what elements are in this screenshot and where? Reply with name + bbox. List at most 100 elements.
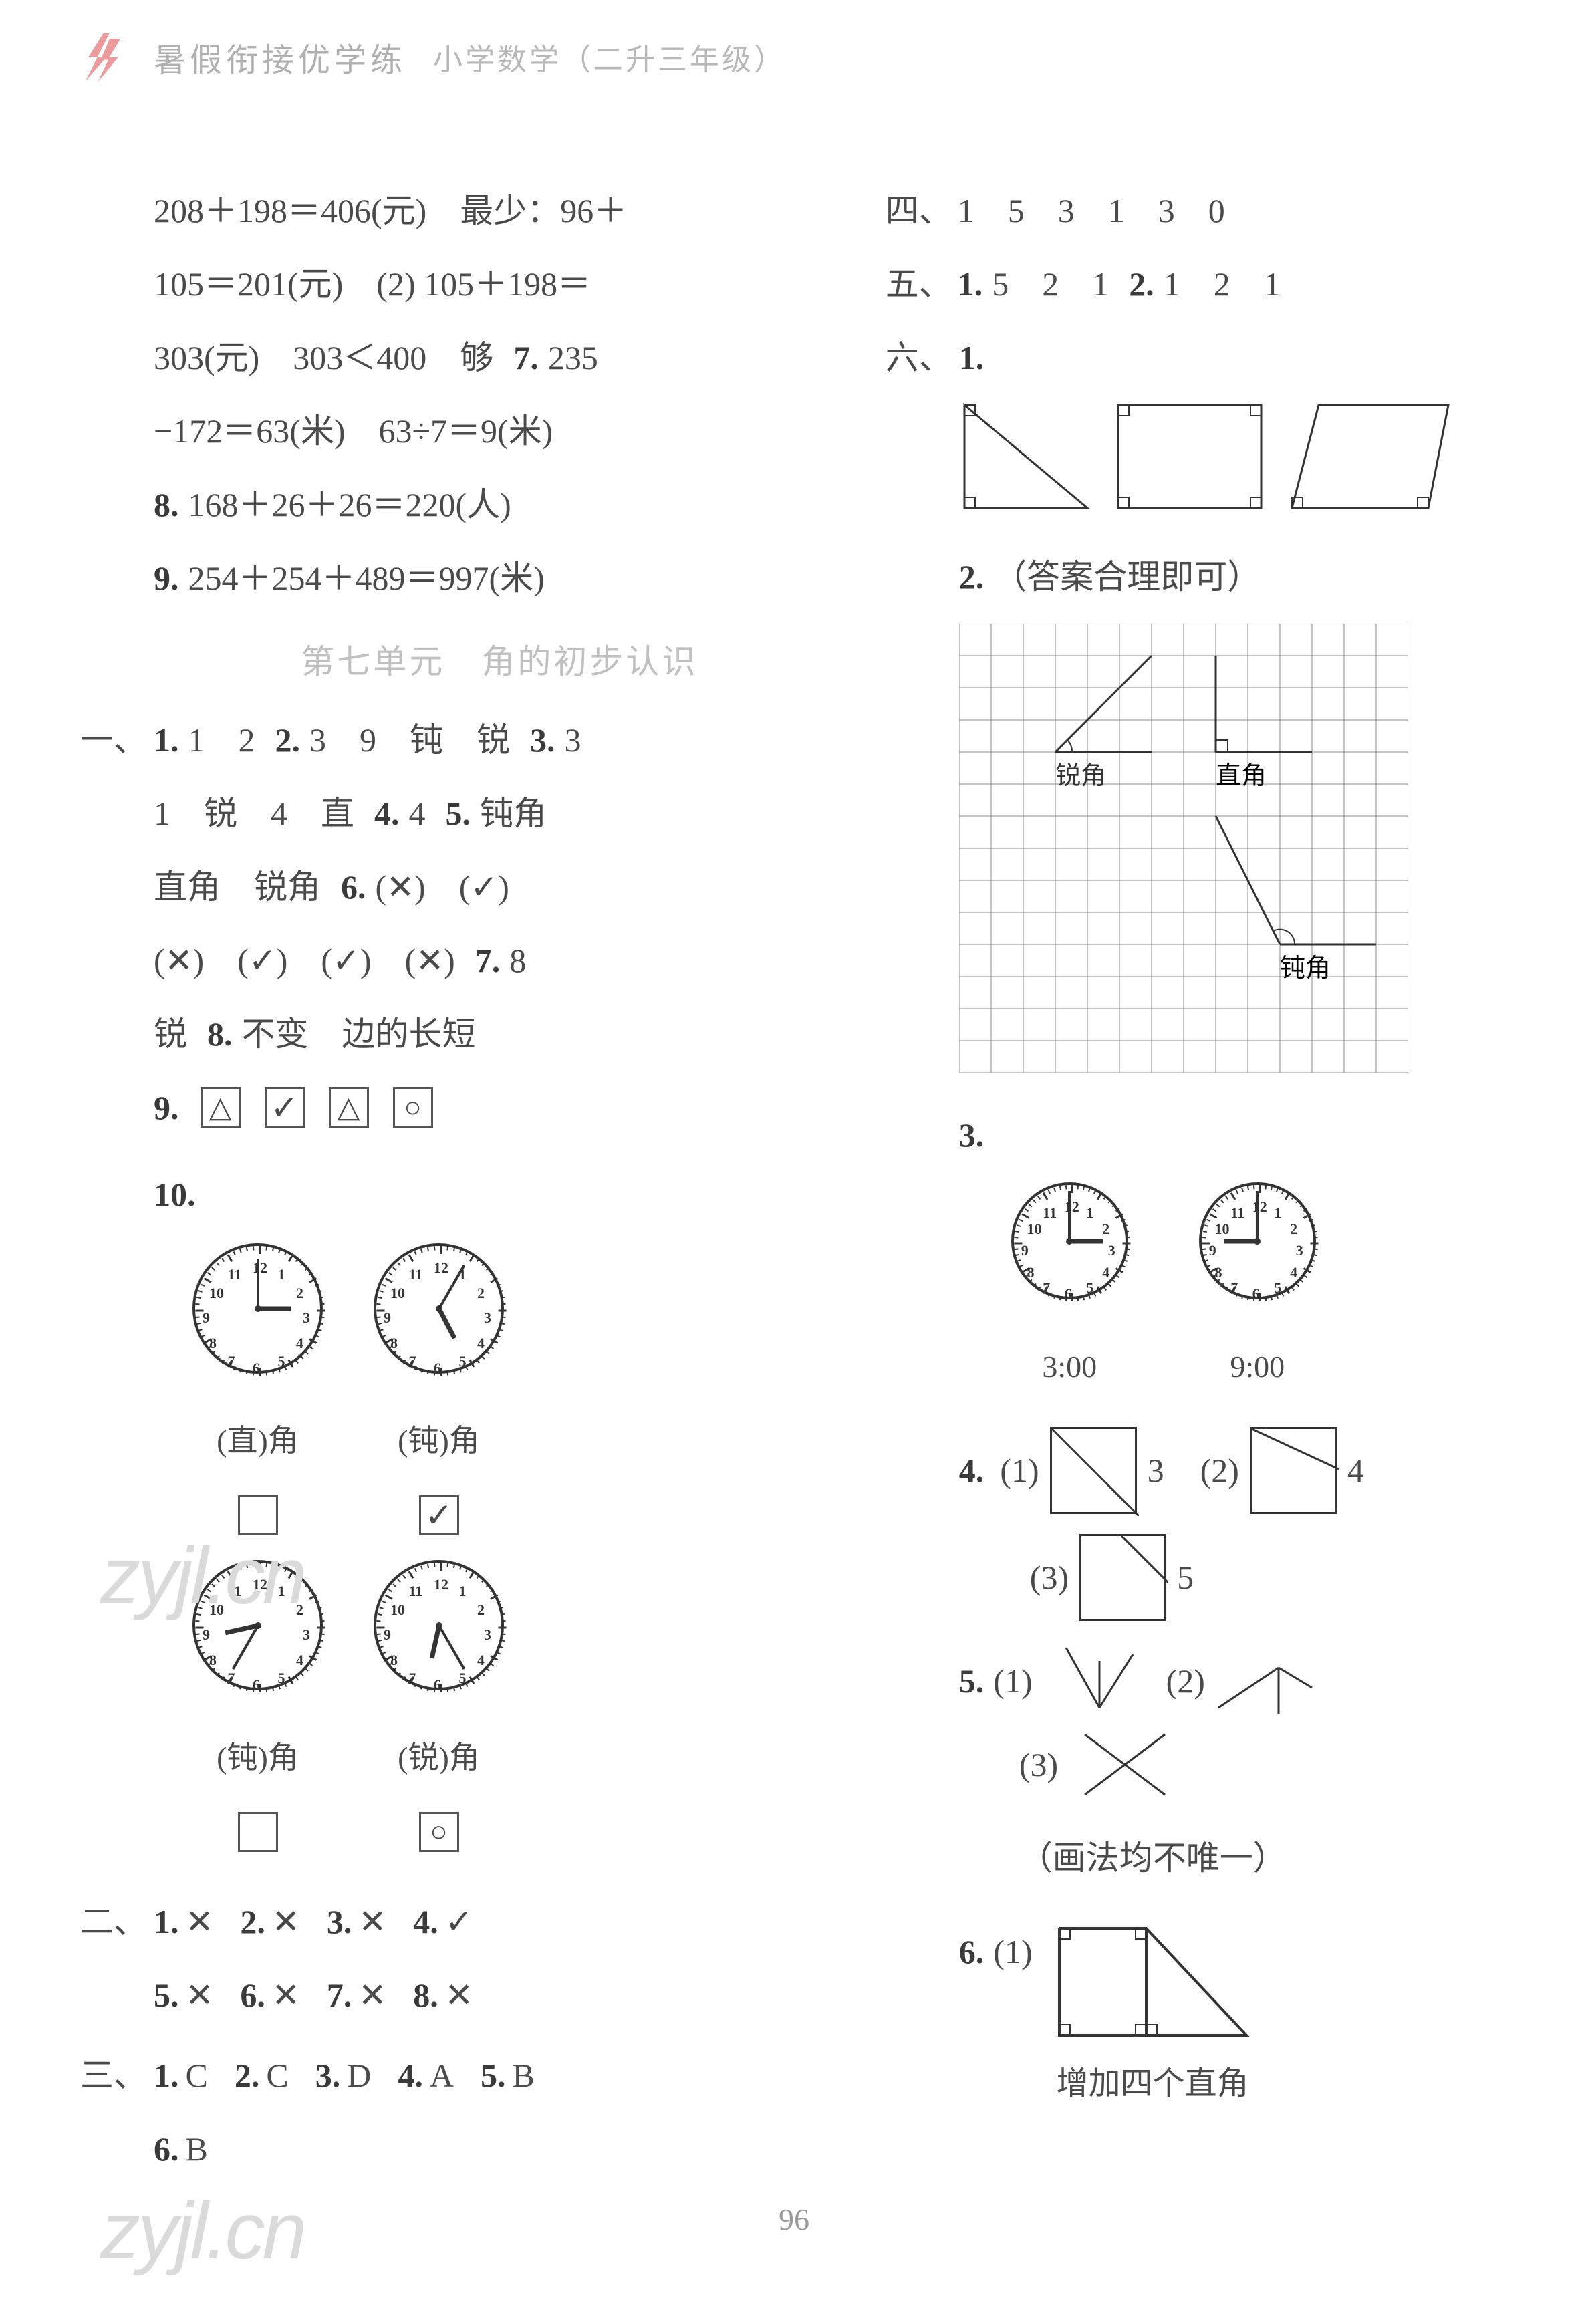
clock-grid: 123456789101112(直)角123456789101112(钝)角✓1…: [154, 1238, 845, 1865]
q6-5b: (3): [1019, 1721, 1508, 1808]
q6-4: 4.(1)3(2)4(3)5: [959, 1427, 1508, 1621]
content-columns: 208＋198＝406(元) 最少：96＋ 105＝201(元) (2) 105…: [80, 174, 1508, 2150]
text-line: 208＋198＝406(元) 最少：96＋: [154, 174, 845, 247]
q-num: 8.: [207, 997, 233, 1071]
section-label: 一、: [80, 703, 154, 777]
q-text: 1 2: [188, 703, 255, 777]
answer-box: [238, 1812, 278, 1852]
note-text: （答案合理即可）: [993, 540, 1261, 614]
q-num: 2.: [275, 703, 301, 777]
text-line: 9. 254＋254＋489＝997(米): [154, 541, 845, 615]
angle-grid: 锐角 直角钝角: [959, 624, 1414, 1078]
q-text: ✕: [272, 1958, 300, 2032]
text-line: −172＝63(米) 63÷7＝9(米): [154, 394, 845, 468]
section-3: 三、 1. C2. C3. D4. A5. B 6. B: [80, 2039, 845, 2186]
q-num: 7.: [475, 924, 501, 997]
grid-svg: 锐角 直角钝角: [959, 624, 1408, 1073]
page-number: 96: [0, 2202, 1588, 2237]
unit-title: 第七单元 角的初步认识: [154, 635, 845, 683]
q-text: (1): [993, 1644, 1032, 1718]
q-num: 6.: [341, 850, 366, 924]
clock-icon: 123456789101112: [1199, 1182, 1316, 1299]
angle-shape: [1053, 1641, 1146, 1721]
q-text: 4: [409, 777, 426, 850]
part-label: (3): [1030, 1541, 1069, 1614]
count-text: 5: [1177, 1541, 1194, 1614]
q6-5: 5. (1) (2): [959, 1641, 1508, 1721]
q-text: C: [266, 2039, 288, 2112]
section-label: 三、: [80, 2039, 154, 2112]
q-text: ✕: [358, 1958, 386, 2032]
text-line: 303(元) 303＜400 够 7. 235: [154, 321, 845, 394]
angle-shape: [1212, 1641, 1319, 1721]
q-text: ✕: [186, 1885, 214, 1958]
q-num: 6.: [959, 1915, 984, 1988]
q6-3: 3.: [959, 1098, 1508, 1172]
q-num: 10.: [154, 1158, 196, 1231]
q-num: 4.: [374, 777, 400, 850]
section-4: 四、 1 5 3 1 3 0: [886, 174, 1508, 247]
answer-box: [238, 1495, 278, 1535]
text-line: 直角 锐角 6. (✕) (✓): [154, 850, 845, 924]
section-1: 一、 1. 1 2 2. 3 9 钝 锐 3. 3 1 锐 4 直 4. 4 5…: [80, 703, 845, 1865]
q5-note: （画法均不唯一）: [1019, 1821, 1508, 1895]
q6-2: 2. （答案合理即可）: [959, 540, 1508, 614]
part-label: (2): [1200, 1434, 1239, 1507]
q6-6: 6. (1) 增加四个直角: [959, 1915, 1508, 2119]
q-num: 4.: [398, 2039, 423, 2112]
rectangle-icon: [1113, 400, 1267, 513]
q-num: 4.: [413, 1885, 438, 1958]
circle-icon: ○: [393, 1087, 433, 1128]
q-text: B: [512, 2039, 534, 2112]
count-text: 4: [1347, 1434, 1364, 1507]
q-num: 1.: [154, 703, 179, 777]
header-subtitle: 小学数学（二升三年级）: [433, 35, 786, 78]
q-num: 2.: [235, 2039, 260, 2112]
text-line: 锐 8. 不变 边的长短: [154, 997, 845, 1071]
section-label: 二、: [80, 1885, 154, 1958]
q-text: D: [347, 2039, 371, 2112]
clock-label: (钝)角: [180, 1724, 335, 1791]
angle-shape: [1071, 1721, 1178, 1808]
q-num: 1.: [154, 1885, 179, 1958]
svg-text:锐角: 锐角: [1055, 762, 1106, 790]
text-line: 6. B: [154, 2112, 845, 2186]
text-line: 5. ✕6. ✕7. ✕8. ✕: [154, 1958, 845, 2032]
clock-time-label: 3:00: [999, 1333, 1140, 1400]
q-text: (2): [1166, 1644, 1205, 1718]
caption: 增加四个直角: [1046, 2049, 1260, 2119]
left-column: 208＋198＝406(元) 最少：96＋ 105＝201(元) (2) 105…: [80, 174, 866, 2150]
q-text: 5 2 1: [992, 247, 1109, 321]
q-text: (✕) (✓) (✓) (✕): [154, 924, 455, 997]
q-num: 2.: [959, 540, 984, 614]
clock-icon: 123456789101112: [192, 1243, 323, 1374]
q-text: 8: [509, 924, 526, 997]
section-label: 五、: [886, 247, 952, 321]
q-num: 9.: [154, 541, 179, 615]
q-num: 1.: [959, 321, 984, 394]
part-label: (1): [1000, 1434, 1039, 1507]
q-text: 3: [565, 703, 581, 777]
q-num: 2.: [1129, 247, 1154, 321]
clock-icon: 123456789101112: [374, 1560, 504, 1690]
count-text: 3: [1148, 1434, 1164, 1507]
q-text: B: [186, 2112, 208, 2186]
q-text: ✕: [186, 1958, 214, 2032]
shapes-row: [959, 400, 1508, 513]
clock-icon: 123456789101112: [374, 1243, 504, 1374]
text-line: 1 锐 4 直 4. 4 5. 钝角: [154, 777, 845, 850]
clock-label: (直)角: [180, 1407, 335, 1474]
q-text: 254＋254＋489＝997(米): [188, 541, 545, 615]
q-text: 锐: [154, 997, 187, 1071]
q-text: 直角 锐角: [154, 850, 321, 924]
q-text: ✕: [358, 1885, 386, 1958]
q-text: ✓: [445, 1885, 473, 1958]
section-label: 四、: [886, 174, 952, 247]
note-text: （画法均不唯一）: [1019, 1821, 1287, 1895]
text-line: 105＝201(元) (2) 105＋198＝: [154, 247, 845, 321]
svg-text:钝角: 钝角: [1280, 954, 1331, 983]
text-line: 1. 1 2 2. 3 9 钝 锐 3. 3: [154, 703, 845, 777]
q-text: 1 5 3 1 3 0: [958, 174, 1225, 247]
svg-text:直角: 直角: [1216, 762, 1267, 790]
q-num: 5.: [446, 777, 471, 850]
